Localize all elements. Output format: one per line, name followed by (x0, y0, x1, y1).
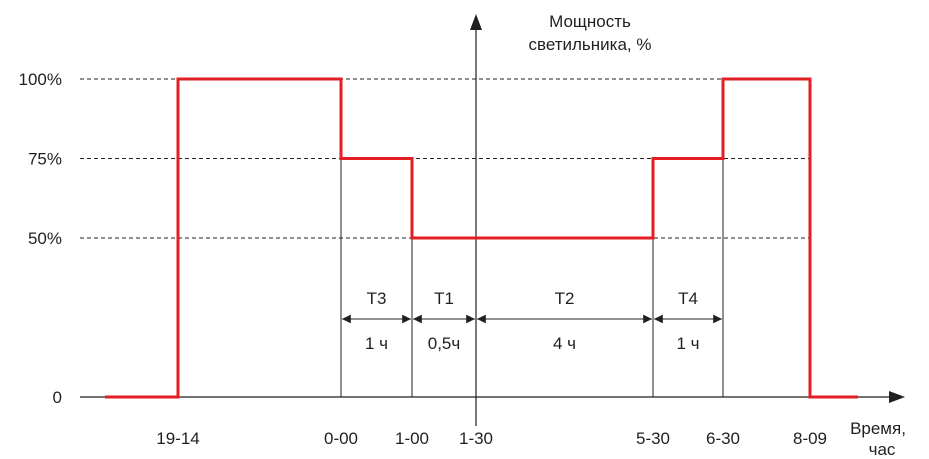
x-tick-label-19-14: 19-14 (156, 429, 199, 448)
y-tick-label-0: 0 (53, 388, 62, 407)
interval-duration-T4: 1 ч (676, 334, 699, 353)
y-axis-title-line2: светильника, % (528, 35, 651, 54)
x-tick-label-1-00: 1-00 (395, 429, 429, 448)
x-tick-label-5-30: 5-30 (636, 429, 670, 448)
vertical-guide-lines (340, 158, 724, 397)
x-axis-title-line2: час (869, 440, 896, 459)
x-axis-title-line1: Время, (850, 419, 906, 438)
power-series-line (105, 77, 858, 399)
interval-name-T1: T1 (434, 289, 454, 308)
y-tick-label-75: 75% (28, 150, 62, 169)
interval-name-T3: T3 (367, 289, 387, 308)
interval-annotations: T3 1 ч T1 0,5ч T2 4 ч T4 1 ч (342, 289, 722, 353)
interval-duration-T3: 1 ч (365, 334, 388, 353)
interval-duration-T2: 4 ч (553, 334, 576, 353)
y-tick-label-50: 50% (28, 229, 62, 248)
y-tick-labels: 0 50% 75% 100% (19, 70, 62, 407)
interval-name-T4: T4 (678, 289, 698, 308)
x-tick-label-6-30: 6-30 (706, 429, 740, 448)
y-axis-arrow (470, 14, 482, 30)
x-axis-arrow (889, 391, 905, 403)
y-tick-label-100: 100% (19, 70, 62, 89)
y-axis-title-line1: Мощность (549, 12, 631, 31)
x-tick-label-0-00: 0-00 (324, 429, 358, 448)
x-tick-labels: 19-14 0-00 1-00 1-30 5-30 6-30 8-09 (156, 429, 827, 448)
interval-name-T2: T2 (555, 289, 575, 308)
x-tick-label-8-09: 8-09 (793, 429, 827, 448)
interval-duration-T1: 0,5ч (428, 334, 461, 353)
x-tick-label-1-30: 1-30 (459, 429, 493, 448)
